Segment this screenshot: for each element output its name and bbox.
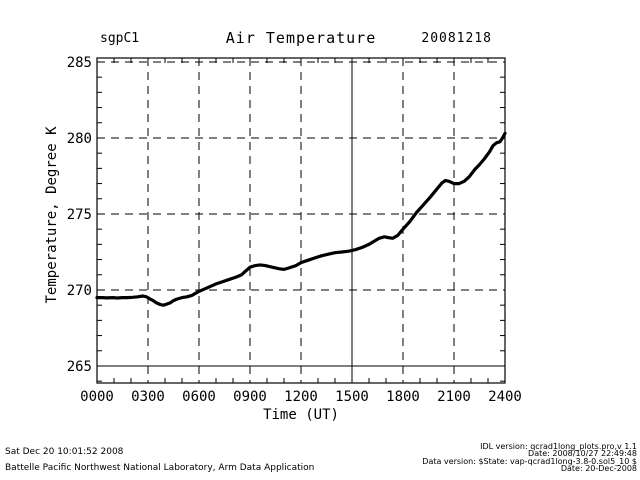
y-tick-label: 285 (67, 55, 92, 71)
footer-left-block: Sat Dec 20 10:01:52 2008 Battelle Pacifi… (5, 444, 314, 476)
temperature-curve (95, 131, 507, 307)
site-facility-label: sgpC1 (100, 31, 140, 46)
footer-data-version: Data version: $State: vap-qcrad1long-3.8… (422, 456, 637, 466)
x-tick-label: 2100 (437, 389, 471, 405)
y-tick-label: 265 (67, 359, 92, 375)
x-tick-label: 0900 (233, 389, 267, 405)
x-tick-label: 1200 (284, 389, 318, 405)
footer-data-date: Date: 20-Dec-2008 (560, 464, 637, 474)
y-axis-title: Temperature, Degree K (44, 126, 60, 304)
x-tick-label: 0000 (80, 389, 114, 405)
footer-timestamp: Sat Dec 20 10:01:52 2008 (5, 447, 124, 457)
plot-frame (96, 57, 506, 384)
x-tick-label: 1800 (386, 389, 420, 405)
gridlines (97, 58, 505, 383)
footer-idl-date: Date: 2008/10/27 22:49:48 (528, 449, 637, 459)
tick-labels: 265 270 275 280 285 0000 0300 0600 0900 1200 1500 1… (67, 55, 522, 405)
footer-organization: Battelle Pacific Northwest National Labo… (5, 463, 315, 473)
x-tick-label: 0300 (131, 389, 165, 405)
y-tick-label: 270 (67, 283, 92, 299)
x-tick-label: 1500 (335, 389, 369, 405)
series-air-temperature (95, 131, 507, 307)
y-tick-label: 275 (67, 207, 92, 223)
footer-idl-version: IDL version: qcrad1long_plots.pro,v 1.1 (480, 442, 637, 451)
footer-right-block: IDL version: qcrad1long_plots.pro,v 1.1 … (422, 442, 637, 474)
plot-date-label: 20081218 (421, 31, 492, 46)
x-axis-title: Time (UT) (263, 407, 339, 423)
x-tick-label: 2400 (488, 389, 522, 405)
plot-title: Air Temperature (225, 29, 377, 47)
y-tick-label: 280 (67, 131, 92, 147)
axis-ticks (97, 58, 505, 383)
x-tick-label: 0600 (182, 389, 216, 405)
